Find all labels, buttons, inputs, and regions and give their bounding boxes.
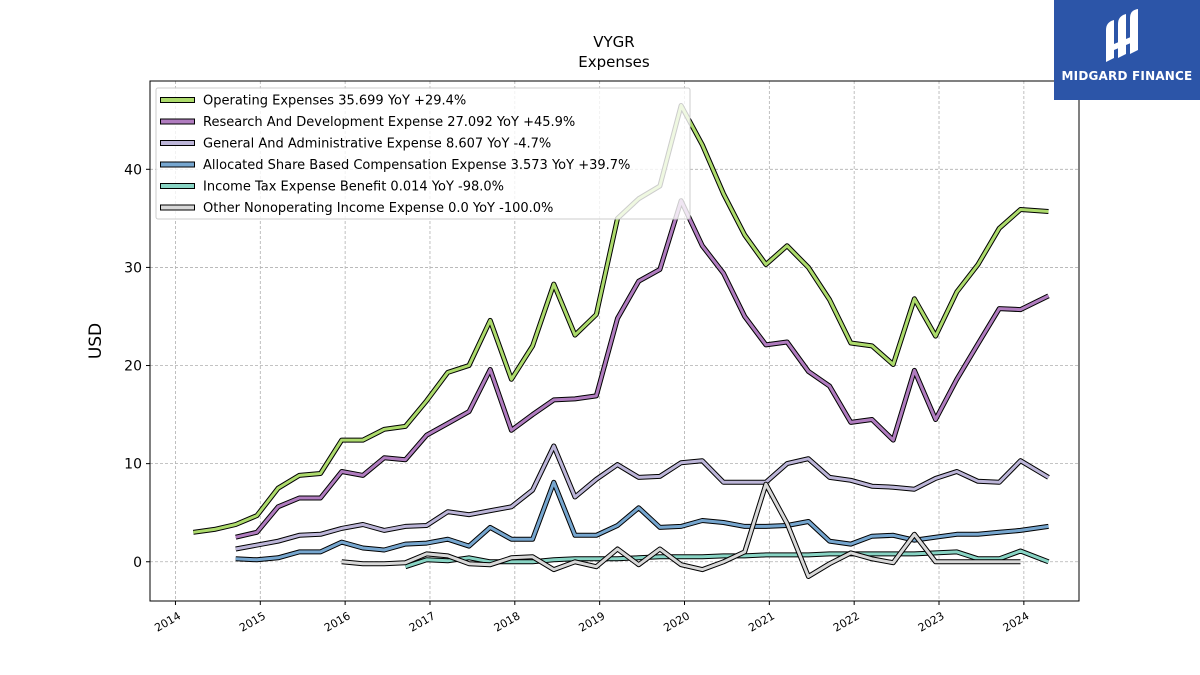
series-line-2 (235, 199, 1050, 539)
series-line-4 (235, 480, 1049, 562)
series-line-3 (235, 444, 1050, 551)
x-tick-label: 2024 (1001, 609, 1032, 634)
x-tick-label: 2022 (831, 609, 862, 634)
y-tick-label: 0 (133, 555, 142, 571)
y-tick-label: 30 (124, 260, 142, 276)
x-tick-label: 2017 (407, 609, 438, 634)
series-outline (235, 198, 1050, 540)
midgard-finance-logo: MIDGARD FINANCE (1054, 0, 1200, 100)
series-outline (235, 443, 1050, 552)
x-tick-label: 2015 (237, 609, 268, 634)
legend-entry: Other Nonoperating Income Expense 0.0 Yo… (203, 201, 553, 216)
legend: Operating Expenses 35.699 YoY +29.4% Rese… (155, 87, 691, 220)
logo-text: MIDGARD FINANCE (1061, 69, 1193, 83)
chart-title: VYGR (593, 33, 634, 51)
plot-frame (149, 80, 1080, 602)
legend-entry: Allocated Share Based Compensation Expen… (203, 158, 630, 173)
y-axis-label: USD (86, 323, 106, 359)
y-tick-label: 40 (124, 162, 142, 178)
logo-mark-icon (1106, 9, 1138, 62)
legend-entry: General And Administrative Expense 8.607… (203, 137, 551, 152)
y-tick-label: 10 (124, 457, 142, 473)
legend-entry: Income Tax Expense Benefit 0.014 YoY -98… (203, 180, 504, 195)
x-tick-label: 2019 (577, 609, 608, 634)
series-lines (192, 103, 1050, 579)
legend-frame (155, 87, 691, 220)
series-line-6 (341, 482, 1021, 578)
series-line-5 (404, 549, 1050, 569)
chart-subtitle: Expenses (578, 53, 650, 71)
x-tick-label: 2014 (152, 609, 183, 634)
x-tick-label: 2018 (492, 609, 523, 634)
y-tick-label: 20 (124, 359, 142, 375)
x-tick-label: 2020 (661, 609, 692, 634)
x-tick-label: 2021 (746, 609, 777, 634)
legend-entry: Operating Expenses 35.699 YoY +29.4% (203, 94, 466, 109)
legend-entry: Research And Development Expense 27.092 … (203, 115, 575, 130)
x-tick-label: 2023 (916, 609, 947, 634)
x-tick-label: 2016 (322, 609, 353, 634)
